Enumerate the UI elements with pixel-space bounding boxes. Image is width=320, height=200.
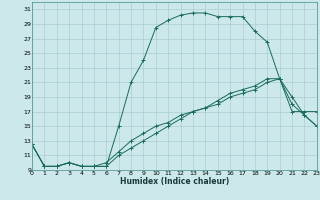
X-axis label: Humidex (Indice chaleur): Humidex (Indice chaleur) [120, 177, 229, 186]
